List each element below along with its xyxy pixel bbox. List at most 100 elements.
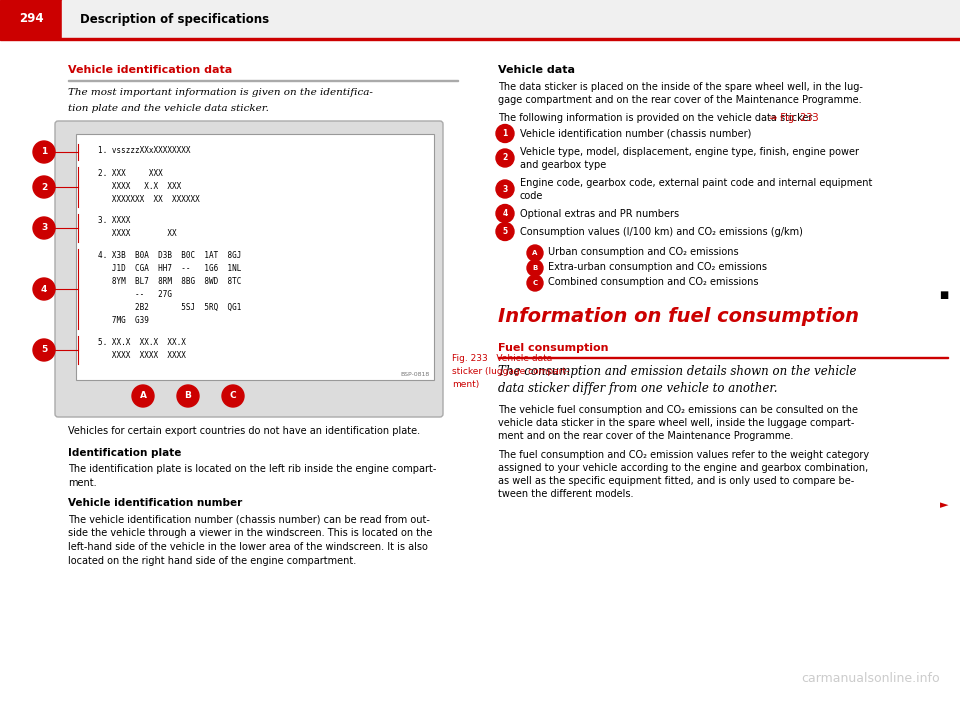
Text: Consumption values (l/100 km) and CO₂ emissions (g/km): Consumption values (l/100 km) and CO₂ em… [520,227,803,237]
Bar [498,357,948,358]
Text: ment.: ment. [68,478,97,488]
Text: 4: 4 [502,209,508,218]
Text: 3: 3 [41,224,47,233]
Text: Fuel consumption: Fuel consumption [498,343,609,353]
Text: code: code [520,191,543,201]
Text: J1D  CGA  HH7  --   1G6  1NL: J1D CGA HH7 -- 1G6 1NL [98,264,241,273]
Text: Combined consumption and CO₂ emissions: Combined consumption and CO₂ emissions [548,277,758,287]
Text: XXXX   X.X  XXX: XXXX X.X XXX [98,182,181,191]
Text: tween the different models.: tween the different models. [498,489,634,499]
Text: B: B [533,265,538,271]
Text: A: A [532,250,538,256]
Text: Vehicle identification data: Vehicle identification data [68,65,232,75]
Text: Identification plate: Identification plate [68,448,181,458]
Text: The most important information is given on the identifica-: The most important information is given … [68,88,372,97]
Text: Vehicle data: Vehicle data [498,65,575,75]
Circle shape [33,278,55,300]
Text: Vehicles for certain export countries do not have an identification plate.: Vehicles for certain export countries do… [68,426,420,436]
Text: gage compartment and on the rear cover of the Maintenance Programme.: gage compartment and on the rear cover o… [498,95,862,105]
Text: 2: 2 [502,154,508,163]
Text: The consumption and emission details shown on the vehicle: The consumption and emission details sho… [498,365,856,378]
Text: XXXX  XXXX  XXXX: XXXX XXXX XXXX [98,351,186,360]
Text: assigned to your vehicle according to the engine and gearbox combination,: assigned to your vehicle according to th… [498,463,868,473]
Circle shape [496,205,514,222]
Text: ■: ■ [939,290,948,300]
Text: tion plate and the vehicle data sticker.: tion plate and the vehicle data sticker. [68,104,269,113]
Text: 3. XXXX: 3. XXXX [98,216,131,225]
Text: Extra-urban consumption and CO₂ emissions: Extra-urban consumption and CO₂ emission… [548,262,767,272]
Text: 1. vsszzzXXxXXXXXXXX: 1. vsszzzXXxXXXXXXXX [98,146,190,155]
Text: The fuel consumption and CO₂ emission values refer to the weight category: The fuel consumption and CO₂ emission va… [498,450,869,460]
Text: 294: 294 [18,13,43,25]
Circle shape [33,217,55,239]
Text: C: C [229,391,236,400]
Text: side the vehicle through a viewer in the windscreen. This is located on the: side the vehicle through a viewer in the… [68,528,432,538]
Text: 8YM  BL7  8RM  8BG  8WD  8TC: 8YM BL7 8RM 8BG 8WD 8TC [98,277,241,286]
Text: left-hand side of the vehicle in the lower area of the windscreen. It is also: left-hand side of the vehicle in the low… [68,542,428,552]
Text: BSP-0818: BSP-0818 [400,372,430,377]
Text: 5: 5 [502,227,508,236]
Circle shape [527,275,543,291]
Text: sticker (luggage compart-: sticker (luggage compart- [452,367,569,376]
Text: vehicle data sticker in the spare wheel well, inside the luggage compart-: vehicle data sticker in the spare wheel … [498,418,854,428]
Text: XXXX        XX: XXXX XX [98,229,177,238]
Text: Description of specifications: Description of specifications [80,13,269,25]
Text: 3: 3 [502,184,508,193]
Text: Optional extras and PR numbers: Optional extras and PR numbers [520,209,679,219]
Text: 4. X3B  B0A  D3B  B0C  1AT  8GJ: 4. X3B B0A D3B B0C 1AT 8GJ [98,251,241,260]
Circle shape [496,149,514,167]
Circle shape [496,180,514,198]
Text: 2B2       5SJ  5RQ  QG1: 2B2 5SJ 5RQ QG1 [98,303,241,312]
Text: and gearbox type: and gearbox type [520,160,607,170]
Circle shape [496,125,514,142]
Bar [0,0,62,38]
Text: 7MG  G39: 7MG G39 [98,316,149,325]
Text: The vehicle identification number (chassis number) can be read from out-: The vehicle identification number (chass… [68,514,430,524]
Text: 5: 5 [41,346,47,355]
Circle shape [33,339,55,361]
Circle shape [222,385,244,407]
Circle shape [33,176,55,198]
Text: The data sticker is placed on the inside of the spare wheel well, in the lug-: The data sticker is placed on the inside… [498,82,863,92]
Text: 2: 2 [41,182,47,191]
Text: XXXXXXX  XX  XXXXXX: XXXXXXX XX XXXXXX [98,195,200,204]
Circle shape [132,385,154,407]
Bar [68,80,458,81]
Text: ►: ► [940,500,948,510]
Text: The following information is provided on the vehicle data sticker:: The following information is provided on… [498,113,819,123]
Circle shape [177,385,199,407]
Circle shape [527,245,543,261]
Text: A: A [139,391,147,400]
Text: The identification plate is located on the left rib inside the engine compart-: The identification plate is located on t… [68,464,437,474]
Text: ment): ment) [452,380,479,389]
Text: as well as the specific equipment fitted, and is only used to compare be-: as well as the specific equipment fitted… [498,476,854,486]
Text: 4: 4 [41,285,47,294]
Text: Information on fuel consumption: Information on fuel consumption [498,307,859,326]
Bar [76,134,434,380]
Circle shape [527,260,543,276]
Text: located on the right hand side of the engine compartment.: located on the right hand side of the en… [68,556,356,566]
Text: C: C [533,280,538,286]
Text: carmanualsonline.info: carmanualsonline.info [802,672,940,685]
Text: --   27G: -- 27G [98,290,172,299]
Text: data sticker differ from one vehicle to another.: data sticker differ from one vehicle to … [498,382,778,395]
Text: B: B [184,391,191,400]
Text: 2. XXX     XXX: 2. XXX XXX [98,169,163,178]
Text: Engine code, gearbox code, external paint code and internal equipment: Engine code, gearbox code, external pain… [520,178,873,188]
Text: 1: 1 [502,129,508,138]
Bar [0,38,960,40]
Circle shape [33,141,55,163]
FancyBboxPatch shape [55,121,443,417]
Text: Vehicle type, model, displacement, engine type, finish, engine power: Vehicle type, model, displacement, engin… [520,147,859,157]
Text: Vehicle identification number (chassis number): Vehicle identification number (chassis n… [520,129,752,139]
Text: ment and on the rear cover of the Maintenance Programme.: ment and on the rear cover of the Mainte… [498,431,793,441]
Text: 1: 1 [41,147,47,156]
Text: The vehicle fuel consumption and CO₂ emissions can be consulted on the: The vehicle fuel consumption and CO₂ emi… [498,405,858,415]
Text: ⇒ Fig. 233: ⇒ Fig. 233 [769,113,819,123]
Text: Vehicle identification number: Vehicle identification number [68,498,242,508]
Bar [62,0,960,38]
Circle shape [496,222,514,240]
Text: 5. XX.X  XX.X  XX.X: 5. XX.X XX.X XX.X [98,338,186,347]
Text: Fig. 233   Vehicle data: Fig. 233 Vehicle data [452,354,552,363]
Text: Urban consumption and CO₂ emissions: Urban consumption and CO₂ emissions [548,247,738,257]
